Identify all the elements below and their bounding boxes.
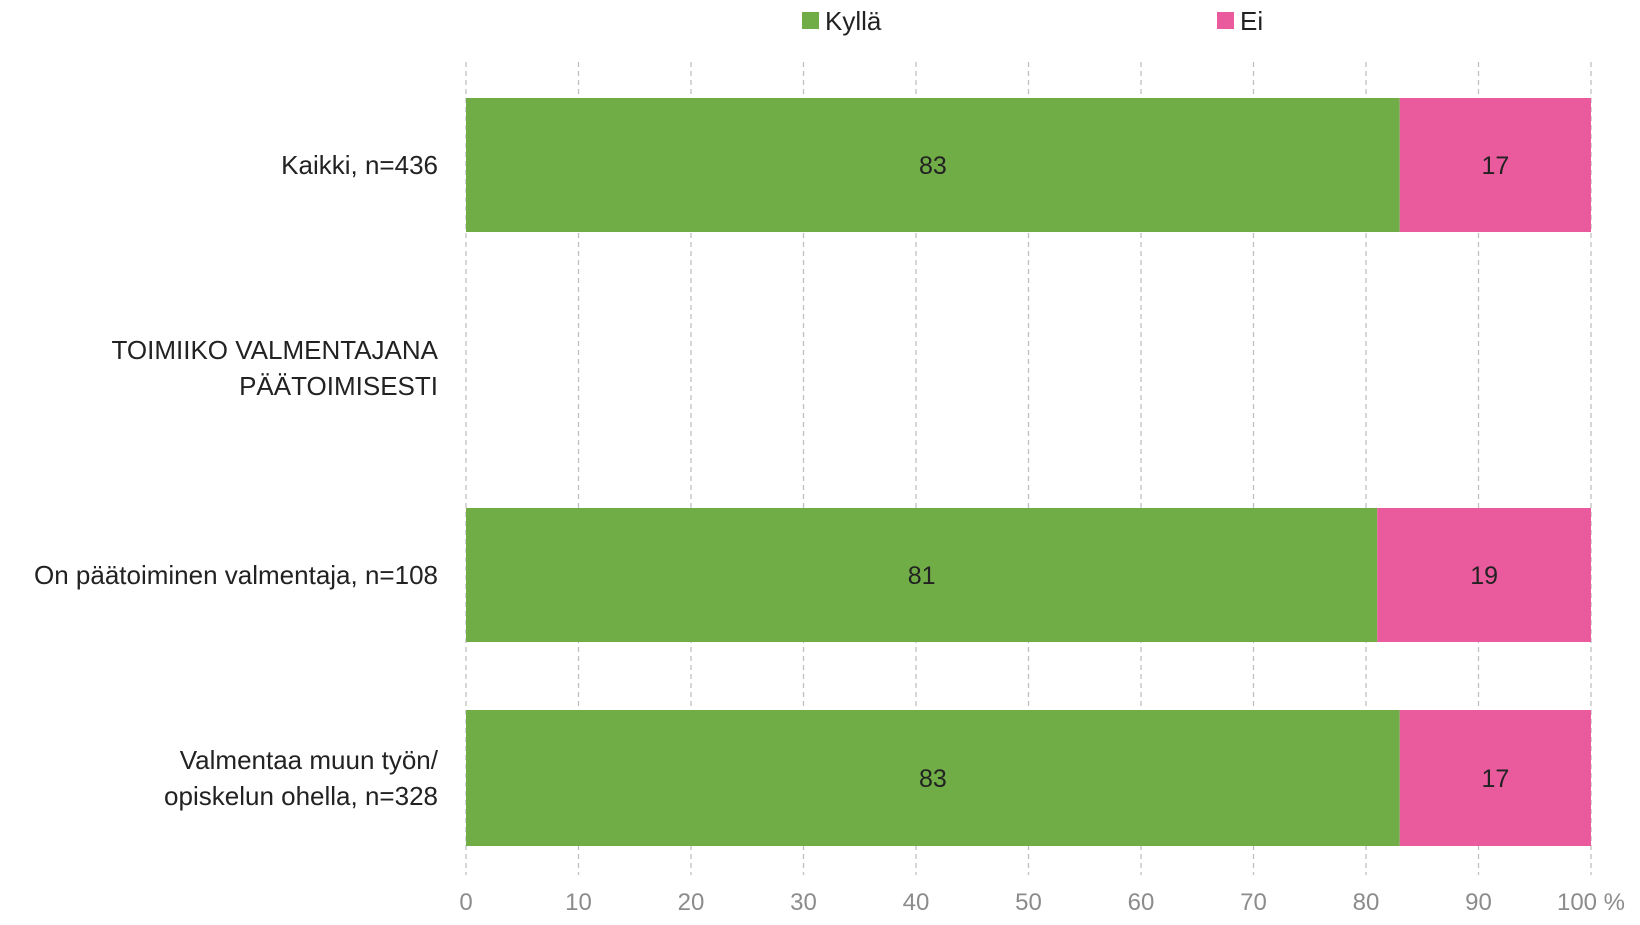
legend: Kyllä Ei bbox=[802, 6, 1263, 36]
x-tick-label: 100 % bbox=[1557, 889, 1625, 916]
category-labels: Kaikki, n=436 TOIMIIKO VALMENTAJANA PÄÄTOI… bbox=[34, 150, 439, 811]
bars: 83 17 81 19 83 17 bbox=[466, 98, 1591, 846]
category-label: Kaikki, n=436 bbox=[281, 150, 438, 180]
legend-swatch bbox=[1217, 12, 1234, 29]
x-tick-label: 0 bbox=[459, 889, 472, 916]
category-label: PÄÄTOIMISESTI bbox=[239, 371, 438, 401]
category-label: opiskelun ohella, n=328 bbox=[164, 781, 438, 811]
x-tick-label: 80 bbox=[1353, 889, 1380, 916]
data-label: 81 bbox=[908, 562, 936, 590]
x-tick-label: 20 bbox=[678, 889, 705, 916]
legend-label: Kyllä bbox=[825, 6, 882, 36]
bar-kylla bbox=[466, 98, 1400, 232]
x-tick-label: 50 bbox=[1015, 889, 1042, 916]
x-axis-ticks: 0 10 20 30 40 50 60 70 80 90 100 % bbox=[459, 889, 1625, 916]
data-label: 17 bbox=[1481, 152, 1509, 180]
category-label: TOIMIIKO VALMENTAJANA bbox=[112, 335, 439, 365]
x-tick-label: 70 bbox=[1240, 889, 1267, 916]
bar-ei bbox=[1399, 98, 1591, 232]
legend-label: Ei bbox=[1240, 6, 1263, 36]
legend-swatch bbox=[802, 12, 819, 29]
x-tick-label: 90 bbox=[1465, 889, 1492, 916]
bar-ei bbox=[1399, 710, 1591, 846]
category-label: On päätoiminen valmentaja, n=108 bbox=[34, 560, 438, 590]
data-label: 83 bbox=[919, 765, 947, 793]
bar-kylla bbox=[466, 508, 1378, 642]
bar-kylla bbox=[466, 710, 1400, 846]
bar-ei bbox=[1377, 508, 1591, 642]
x-tick-label: 60 bbox=[1128, 889, 1155, 916]
x-tick-label: 10 bbox=[565, 889, 592, 916]
data-label: 17 bbox=[1481, 765, 1509, 793]
data-label: 19 bbox=[1470, 562, 1498, 590]
category-label: Valmentaa muun työn/ bbox=[180, 745, 439, 775]
data-label: 83 bbox=[919, 152, 947, 180]
x-tick-label: 30 bbox=[790, 889, 817, 916]
x-tick-label: 40 bbox=[903, 889, 930, 916]
